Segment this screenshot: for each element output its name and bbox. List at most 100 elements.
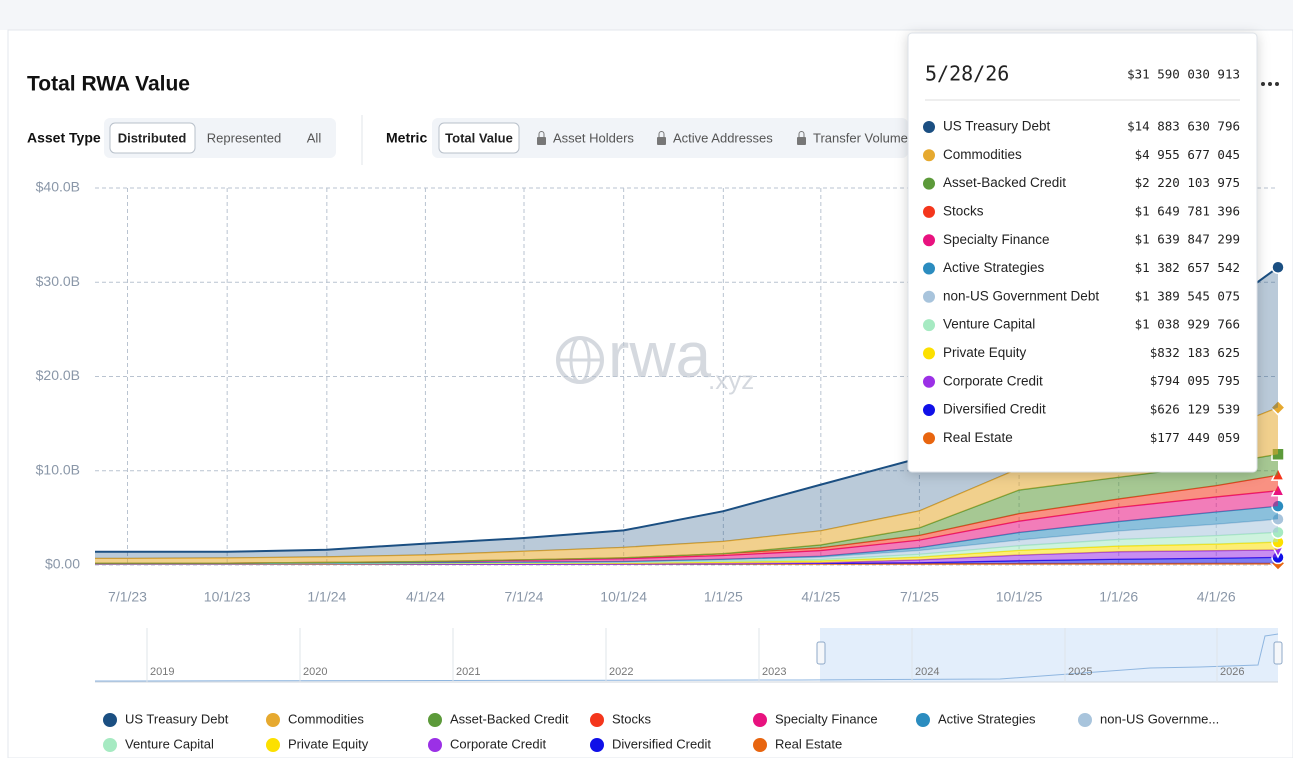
asset-type-option[interactable]: Represented — [207, 130, 281, 145]
navigator-selection[interactable] — [820, 628, 1278, 682]
tooltip-swatch — [923, 121, 935, 133]
x-tick-label: 10/1/25 — [996, 589, 1043, 605]
area — [95, 454, 1278, 564]
legend: US Treasury Debt Commodities Asset-Backed … — [103, 711, 1219, 752]
legend-label: US Treasury Debt — [125, 711, 229, 726]
navigator-label: 2023 — [762, 666, 786, 678]
more-menu[interactable] — [1261, 82, 1279, 86]
navigator-handle[interactable] — [816, 641, 826, 665]
legend-item[interactable]: US Treasury Debt — [103, 711, 229, 727]
x-tick-label: 1/1/26 — [1099, 589, 1138, 605]
lock-icons — [537, 131, 806, 145]
tooltip-name: Active Strategies — [943, 260, 1045, 275]
watermark-suffix: .xyz — [708, 365, 754, 395]
legend-swatch — [590, 738, 604, 752]
legend-item[interactable]: non-US Governme... — [1078, 711, 1219, 727]
lock — [658, 131, 665, 137]
navigator — [94, 628, 1283, 683]
tooltip-name: Corporate Credit — [943, 373, 1043, 388]
tooltip-value: $14 883 630 796 — [1127, 119, 1240, 134]
navigator-label: 2022 — [609, 666, 633, 678]
tooltip-swatch — [923, 347, 935, 360]
tooltip-total: $31 590 030 913 — [1127, 67, 1240, 82]
legend-label: Commodities — [288, 711, 364, 726]
legend-swatch — [1078, 713, 1092, 727]
legend-item[interactable]: Stocks — [590, 711, 652, 727]
x-tick-label: 1/1/25 — [704, 589, 743, 605]
lock — [797, 137, 806, 145]
legend-item[interactable]: Specialty Finance — [753, 711, 878, 727]
legend-item[interactable]: Real Estate — [753, 736, 842, 752]
navigator-label: 2026 — [1220, 666, 1244, 678]
legend-item[interactable]: Commodities — [266, 711, 364, 727]
legend-swatch — [266, 713, 280, 727]
dot — [1268, 82, 1272, 86]
asset-type-option[interactable]: All — [307, 130, 322, 145]
navigator-label: 2020 — [303, 666, 327, 678]
x-tick-label: 7/1/25 — [900, 589, 939, 605]
y-tick-label: $20.0B — [36, 367, 80, 383]
tooltip: 5/28/26 $31 590 030 913 US Treasury Debt… — [907, 32, 1258, 473]
tooltip-name: Commodities — [943, 147, 1022, 162]
button-selected[interactable] — [109, 122, 196, 154]
legend-item[interactable]: Diversified Credit — [590, 736, 711, 752]
legend-label: Specialty Finance — [775, 711, 878, 726]
navigator-label: 2021 — [456, 666, 480, 678]
metric-option[interactable]: Active Addresses — [673, 130, 773, 145]
legend-item[interactable]: Active Strategies — [916, 711, 1036, 727]
tooltip-date: 5/28/26 — [925, 62, 1009, 86]
tooltip-value: $1 389 545 075 — [1135, 288, 1240, 303]
legend-label: Real Estate — [775, 736, 842, 751]
legend-item[interactable]: Venture Capital — [103, 736, 214, 752]
tooltip-name: Asset-Backed Credit — [943, 175, 1066, 190]
tooltip-box — [907, 32, 1258, 473]
area — [95, 519, 1278, 564]
tooltip-swatch — [923, 234, 935, 247]
legend-item[interactable]: Corporate Credit — [428, 736, 546, 752]
navigator-labels: 2019 2020 2021 2022 2023 2024 2025 2026 — [146, 628, 1244, 682]
legend-item[interactable]: Private Equity — [266, 736, 369, 752]
x-tick-label: 7/1/23 — [108, 589, 147, 605]
tooltip-name: Real Estate — [943, 430, 1013, 445]
tooltip-value: $1 382 657 542 — [1135, 260, 1240, 275]
dot — [1261, 82, 1265, 86]
tooltip-name: US Treasury Debt — [943, 119, 1051, 134]
area — [95, 542, 1278, 565]
tooltip-swatch — [923, 177, 935, 190]
tooltip-value: $2 220 103 975 — [1135, 175, 1240, 190]
metric-option[interactable]: Asset Holders — [553, 130, 634, 145]
tooltip-value: $4 955 677 045 — [1135, 147, 1240, 162]
x-tick-label: 10/1/23 — [204, 589, 251, 605]
legend-swatch — [428, 738, 442, 752]
legend-label: Asset-Backed Credit — [450, 711, 569, 726]
legend-label: Corporate Credit — [450, 736, 546, 751]
lock — [537, 137, 546, 145]
tooltip-swatch — [923, 432, 935, 445]
area — [95, 557, 1278, 565]
tooltip-swatch — [923, 149, 935, 162]
tooltip-name: Specialty Finance — [943, 232, 1050, 247]
legend-swatch — [753, 713, 767, 727]
legend-item[interactable]: Asset-Backed Credit — [428, 711, 569, 727]
asset-type-option[interactable]: Distributed — [118, 130, 187, 145]
lock — [657, 137, 666, 145]
legend-label: Diversified Credit — [612, 736, 711, 751]
metric-option[interactable]: Transfer Volume — [813, 130, 908, 145]
tooltip-name: Diversified Credit — [943, 402, 1046, 417]
dot — [1275, 82, 1279, 86]
metric-option[interactable]: Total Value — [445, 130, 513, 145]
navigator-handle[interactable] — [1273, 641, 1283, 665]
metric-label: Metric — [386, 130, 427, 146]
end-marker — [1269, 399, 1287, 416]
legend-swatch — [916, 713, 930, 727]
x-tick-label: 4/1/24 — [406, 589, 445, 605]
y-tick-label: $10.0B — [36, 461, 80, 477]
tooltip-value: $832 183 625 — [1150, 345, 1240, 360]
tooltip-name: Stocks — [943, 203, 984, 218]
tooltip-value: $177 449 059 — [1150, 430, 1240, 445]
legend-label: non-US Governme... — [1100, 711, 1219, 726]
button-selected[interactable] — [438, 122, 520, 154]
tooltip-value: $794 095 795 — [1150, 373, 1240, 388]
watermark: rwa .xyz — [556, 319, 754, 395]
